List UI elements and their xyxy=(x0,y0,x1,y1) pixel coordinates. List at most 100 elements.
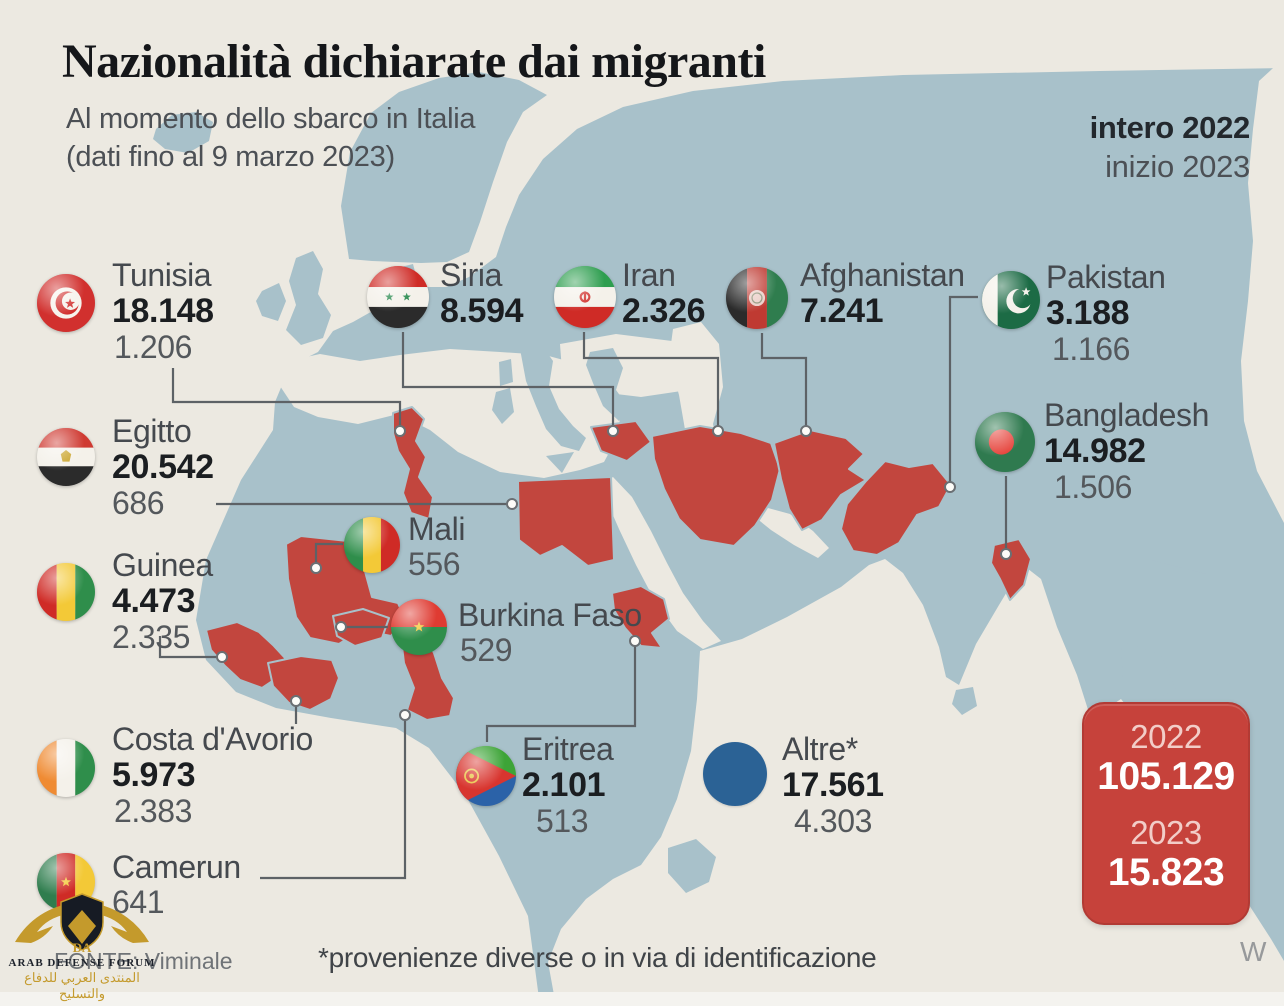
country-value: 2.383 xyxy=(114,793,193,829)
country-value: 4.303 xyxy=(794,803,873,839)
dot-bangladesh xyxy=(1000,548,1012,560)
peninsula-indochina xyxy=(1151,560,1263,691)
partial-credit: W xyxy=(1240,936,1267,967)
afghanistan-flag-icon xyxy=(726,267,788,329)
label-costa-davorio: Costa d'Avorio 5.973 2.383 xyxy=(112,722,313,829)
leader-tunisia xyxy=(171,368,402,428)
country-value: 18.148 xyxy=(112,292,214,330)
summary-total-2023: 15.823 xyxy=(1107,851,1225,894)
sea-pacific xyxy=(1241,58,1284,523)
country-value: 14.982 xyxy=(1044,432,1146,470)
label-camerun: Camerun 641 xyxy=(112,850,241,920)
dot-mali xyxy=(310,562,322,574)
iran-flag-icon xyxy=(554,266,616,328)
peninsula-italy xyxy=(520,344,586,451)
country-value: 5.973 xyxy=(112,756,196,794)
dot-tunisia xyxy=(394,425,406,437)
country-value: 1.166 xyxy=(1052,331,1131,367)
page-title: Nazionalità dichiarate dai migranti xyxy=(62,35,766,88)
leader-afghanistan xyxy=(760,333,808,428)
period-start-year: inizio 2023 xyxy=(1105,149,1250,184)
page-subtitle: Al momento dello sbarco in Italia (dati … xyxy=(66,100,476,176)
eagle-emblem-icon: DA xyxy=(15,893,149,955)
dot-pakistan xyxy=(944,481,956,493)
country-value: 686 xyxy=(112,485,165,521)
leader-eritrea xyxy=(485,644,637,742)
island-sri-lanka xyxy=(952,687,977,715)
country-costa-davorio-shape xyxy=(267,655,340,711)
source-credit: FONTE: Viminale xyxy=(54,948,233,974)
watermark-name: ARAB DEFENSE FORUM xyxy=(8,957,156,969)
country-name: Burkina Faso xyxy=(458,597,642,633)
label-burkina-faso: Burkina Faso 529 xyxy=(458,598,642,668)
country-value: 3.188 xyxy=(1046,294,1130,332)
dot-costa-davorio xyxy=(290,695,302,707)
other-dot-icon xyxy=(703,742,767,806)
period-full-year: intero 2022 xyxy=(1089,110,1251,145)
sea-red xyxy=(603,477,721,649)
country-egitto-shape xyxy=(517,476,615,567)
island-great-britain xyxy=(286,251,331,345)
eritrea-flag-icon xyxy=(456,746,516,806)
tunisia-flag-icon xyxy=(37,274,95,332)
country-value: 2.326 xyxy=(622,292,706,330)
mali-flag-icon xyxy=(344,517,400,573)
island-sardinia xyxy=(492,388,514,424)
watermark-name-arabic: المنتدى العربي للدفاع والتسليح xyxy=(24,970,140,1001)
dot-egitto xyxy=(506,498,518,510)
country-afghanistan-shape xyxy=(773,429,867,531)
leader-mali xyxy=(314,542,343,565)
ivory-coast-flag-icon xyxy=(37,739,95,797)
watermark-logo: DA ARAB DEFENSE FORUM المنتدى العربي للد… xyxy=(2,890,162,1002)
country-name: Tunisia xyxy=(112,257,212,293)
guinea-flag-icon xyxy=(37,563,95,621)
label-mali: Mali 556 xyxy=(408,512,465,582)
label-pakistan: Pakistan 3.188 1.166 xyxy=(1046,260,1166,367)
peninsula-balkans xyxy=(586,348,629,421)
dot-siria xyxy=(607,425,619,437)
leader-iran xyxy=(582,332,720,428)
island-madagascar xyxy=(668,839,716,893)
label-tunisia: Tunisia 18.148 1.206 xyxy=(112,258,214,365)
dot-guinea xyxy=(216,651,228,663)
dot-camerun xyxy=(399,709,411,721)
country-value: 8.594 xyxy=(440,292,524,330)
leader-guinea xyxy=(158,636,218,659)
burkina-faso-flag-icon xyxy=(391,599,447,655)
country-pakistan-shape xyxy=(840,460,952,556)
country-name: Iran xyxy=(622,257,676,293)
country-value: 2.101 xyxy=(522,766,606,804)
egypt-flag-icon xyxy=(37,428,95,486)
country-value: 20.542 xyxy=(112,448,214,486)
leader-camerun xyxy=(260,719,407,880)
sea-persian-gulf xyxy=(755,505,829,558)
leader-pakistan xyxy=(948,295,978,484)
subtitle-line-2: (dati fino al 9 marzo 2023) xyxy=(66,141,395,173)
country-name: Guinea xyxy=(112,547,213,583)
label-guinea: Guinea 4.473 2.335 xyxy=(112,548,213,655)
bangladesh-flag-icon xyxy=(975,412,1035,472)
country-siria-shape xyxy=(590,420,652,462)
country-name: Altre* xyxy=(782,731,858,767)
dot-afghanistan xyxy=(800,425,812,437)
island-sicily xyxy=(546,452,574,473)
label-eritrea: Eritrea 2.101 513 xyxy=(522,732,614,839)
country-name: Costa d'Avorio xyxy=(112,721,313,757)
country-name: Egitto xyxy=(112,413,192,449)
subtitle-line-1: Al momento dello sbarco in Italia xyxy=(66,103,476,135)
label-afghanistan: Afghanistan 7.241 xyxy=(800,258,965,330)
label-bangladesh: Bangladesh 14.982 1.506 xyxy=(1044,398,1209,505)
country-iran-shape xyxy=(651,425,781,547)
leader-siria xyxy=(401,332,615,428)
totals-summary-box: 2022 105.129 2023 15.823 xyxy=(1082,702,1250,925)
island-iceland xyxy=(153,112,213,153)
island-corsica xyxy=(499,359,513,386)
label-egitto: Egitto 20.542 686 xyxy=(112,414,214,521)
label-iran: Iran 2.326 xyxy=(622,258,705,330)
country-value: 1.506 xyxy=(1054,469,1133,505)
dot-eritrea xyxy=(629,635,641,647)
country-name: Bangladesh xyxy=(1044,397,1210,433)
country-value: 1.206 xyxy=(114,329,193,365)
country-value: 513 xyxy=(536,803,589,839)
country-value: 7.241 xyxy=(800,292,884,330)
